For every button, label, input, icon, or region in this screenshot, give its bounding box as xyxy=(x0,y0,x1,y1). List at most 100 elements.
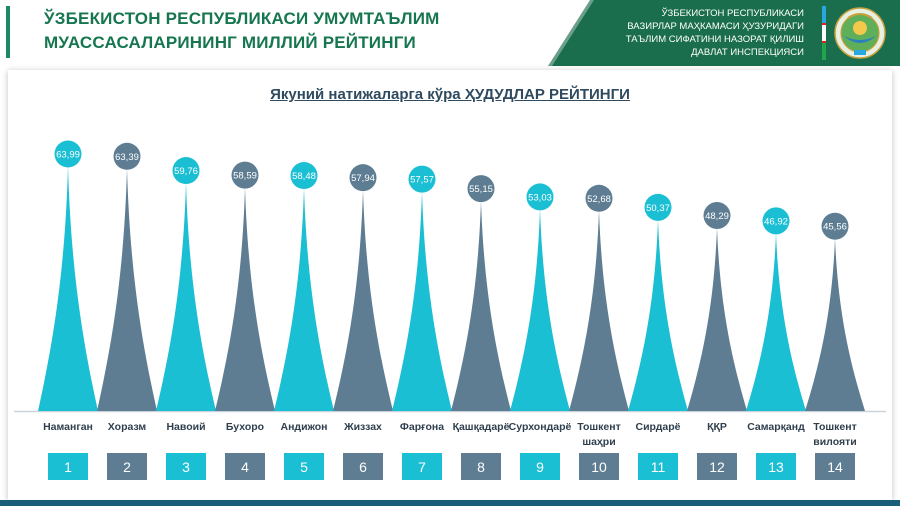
rank-label: 8 xyxy=(477,459,485,475)
value-bubble xyxy=(54,140,82,168)
rank-box xyxy=(48,453,88,480)
chart-card xyxy=(8,70,892,500)
chart-spike xyxy=(451,200,511,411)
rank-box xyxy=(284,453,324,480)
value-label: 46,92 xyxy=(764,216,788,227)
chart-spike xyxy=(687,227,747,411)
chart-spike xyxy=(510,208,570,411)
chart-spike xyxy=(215,187,275,411)
category-label: Жиззах xyxy=(343,421,382,433)
chart-spike xyxy=(628,219,688,411)
rank-box xyxy=(225,453,265,480)
value-bubble xyxy=(762,207,790,235)
category-label: Сирдарё xyxy=(636,421,681,433)
value-bubble xyxy=(290,162,318,190)
value-bubble xyxy=(703,202,731,230)
ministry-line-2: ВАЗИРЛАР МАҲКАМАСИ ҲУЗУРИДАГИ xyxy=(627,21,804,32)
value-bubble xyxy=(526,183,554,211)
value-bubble xyxy=(821,212,849,240)
ministry-line-4: ДАВЛАТ ИНСПЕКЦИЯСИ xyxy=(691,47,804,58)
rank-box xyxy=(579,453,619,480)
rank-label: 1 xyxy=(64,459,72,475)
value-label: 63,39 xyxy=(115,152,139,163)
category-label: вилояти xyxy=(813,436,856,448)
header-bar: ЎЗБЕКИСТОН РЕСПУБЛИКАСИ УМУМТАЪЛИМ МУАСС… xyxy=(0,0,900,66)
chart-spike xyxy=(805,238,865,411)
category-label: Хоразм xyxy=(108,421,147,433)
value-label: 45,56 xyxy=(823,222,847,233)
value-label: 57,57 xyxy=(410,175,434,186)
value-bubble xyxy=(231,161,259,189)
rank-label: 14 xyxy=(827,459,843,475)
chart-spike xyxy=(97,168,157,411)
rank-label: 2 xyxy=(123,459,131,475)
value-bubble xyxy=(644,193,672,221)
rank-label: 11 xyxy=(651,459,666,475)
category-label: Сурхондарё xyxy=(509,421,572,433)
category-label: Қашқадарё xyxy=(453,421,510,433)
chart-spike xyxy=(156,182,216,411)
value-label: 59,76 xyxy=(174,166,198,177)
chart-spike xyxy=(746,232,806,411)
chart-spike xyxy=(392,191,452,411)
rank-box xyxy=(343,453,383,480)
value-label: 58,59 xyxy=(233,171,257,182)
rank-box xyxy=(107,453,147,480)
category-label: Андижон xyxy=(281,421,328,433)
rank-box xyxy=(697,453,737,480)
flag-stripe xyxy=(822,6,826,60)
rank-label: 6 xyxy=(359,459,367,475)
value-label: 58,48 xyxy=(292,171,316,182)
chart-spike xyxy=(274,187,334,411)
category-label: Навоий xyxy=(166,421,205,433)
category-label: шаҳри xyxy=(582,436,615,448)
category-label: Тошкент xyxy=(813,421,857,433)
chart-spike xyxy=(333,189,393,411)
value-bubble xyxy=(467,175,495,203)
ministry-line-1: ЎЗБЕКИСТОН РЕСПУБЛИКАСИ xyxy=(661,8,804,19)
title-accent-bar xyxy=(6,6,10,58)
category-label: Бухоро xyxy=(226,421,264,433)
ministry-line-3: ТАЪЛИМ СИФАТИНИ НАЗОРАТ ҚИЛИШ xyxy=(625,34,804,45)
category-label: Самарқанд xyxy=(747,421,805,433)
value-label: 52,68 xyxy=(587,194,611,205)
rank-box xyxy=(638,453,678,480)
rank-box xyxy=(520,453,560,480)
rank-box xyxy=(166,453,206,480)
rank-label: 13 xyxy=(768,459,784,475)
value-bubble xyxy=(113,142,141,170)
page-title-line-1: ЎЗБЕКИСТОН РЕСПУБЛИКАСИ УМУМТАЪЛИМ xyxy=(44,9,440,28)
value-label: 53,03 xyxy=(528,192,552,203)
rank-label: 4 xyxy=(241,459,249,475)
rank-label: 3 xyxy=(182,459,190,475)
bottom-bar xyxy=(0,500,900,506)
rank-box xyxy=(815,453,855,480)
value-label: 50,37 xyxy=(646,203,670,214)
state-emblem-icon xyxy=(834,7,886,59)
ministry-panel: ЎЗБЕКИСТОН РЕСПУБЛИКАСИ ВАЗИРЛАР МАҲКАМА… xyxy=(548,0,900,66)
page-title-line-2: МУАССАСАЛАРИНИНГ МИЛЛИЙ РЕЙТИНГИ xyxy=(44,33,416,52)
category-label: Фарғона xyxy=(400,421,444,433)
value-label: 48,29 xyxy=(705,211,729,222)
value-label: 57,94 xyxy=(351,173,375,184)
category-label: ҚҚР xyxy=(707,421,727,433)
value-bubble xyxy=(349,164,377,192)
rank-label: 5 xyxy=(300,459,308,475)
rank-label: 9 xyxy=(536,459,544,475)
rank-box xyxy=(461,453,501,480)
rank-box xyxy=(402,453,442,480)
value-bubble xyxy=(585,184,613,212)
chart-spike xyxy=(569,210,629,411)
value-bubble xyxy=(408,165,436,193)
rank-label: 12 xyxy=(709,459,725,475)
value-bubble xyxy=(172,157,200,185)
value-label: 63,99 xyxy=(56,149,80,160)
rank-label: 7 xyxy=(418,459,426,475)
ministry-panel-shape xyxy=(548,0,900,66)
value-label: 55,15 xyxy=(469,184,493,195)
category-label: Наманган xyxy=(43,421,93,433)
chart-spike xyxy=(38,165,98,411)
chart-title: Якуний натижаларга кўра ҲУДУДЛАР РЕЙТИНГ… xyxy=(270,86,630,103)
rank-box xyxy=(756,453,796,480)
